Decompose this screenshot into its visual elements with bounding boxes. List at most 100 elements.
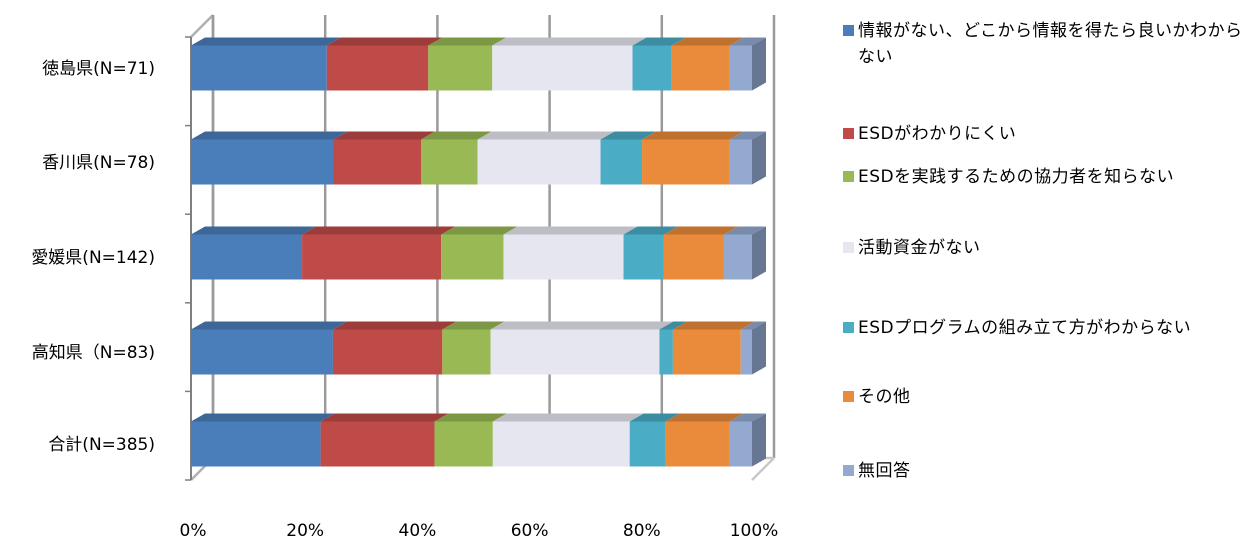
bar-segment (492, 421, 630, 467)
bar-segment-top (632, 37, 686, 46)
bar-end-face (752, 131, 766, 185)
bar-segment (191, 139, 334, 185)
bar-segment-top (629, 413, 680, 422)
legend-swatch (843, 465, 854, 476)
bar-segment-top (302, 226, 456, 235)
bar-segment-top (623, 226, 678, 235)
bar-segment-top (434, 413, 507, 422)
legend-swatch (843, 391, 854, 402)
bar-segment-top (729, 131, 766, 140)
x-tick-label: 0% (180, 521, 207, 541)
bar-segment-top (642, 131, 744, 140)
bar-segment-top (729, 37, 766, 46)
bar-segment (659, 329, 673, 375)
bar-segment (428, 45, 493, 91)
bar-segment (191, 234, 303, 280)
bar-segment (600, 139, 643, 185)
bar-segment (442, 329, 491, 375)
bar-segment-top (332, 321, 457, 330)
legend-swatch (843, 322, 854, 333)
bar-end-face (752, 37, 766, 91)
bar-segment-top (191, 321, 347, 330)
bar-segment (421, 139, 478, 185)
bar-segment-top (672, 321, 755, 330)
bar-segment (632, 45, 672, 91)
bar-end-face (752, 413, 766, 467)
category-label: 徳島県(N=71) (42, 59, 155, 79)
bar-segment (492, 45, 633, 91)
bar-segment (434, 421, 493, 467)
category-label: 合計(N=385) (48, 435, 155, 455)
legend-label: その他 (858, 387, 911, 407)
bar-segment (441, 234, 504, 280)
legend-item: 無回答 (843, 458, 1247, 484)
legend-item: 活動資金がない (843, 235, 1247, 261)
legend-label: 活動資金がない (858, 238, 981, 258)
percent-axis-labels: 0% 20% 40% 60% 80% 100% (180, 521, 779, 541)
legend-swatch (843, 128, 854, 139)
bars (191, 37, 766, 467)
bar-segment (191, 45, 327, 91)
bar-segment-top (492, 37, 647, 46)
bar-segment (623, 234, 664, 280)
bar-segment-top (740, 321, 766, 330)
bar-segment (191, 421, 321, 467)
bar-segment (333, 139, 422, 185)
bar-segment-top (428, 37, 507, 46)
legend-item: ESDプログラムの組み立て方がわからない (843, 315, 1247, 341)
bar-segment (191, 329, 333, 375)
legend-label: 無回答 (858, 461, 911, 481)
bar-segment (629, 421, 666, 467)
wall-top-edge (190, 14, 214, 38)
bar-segment-top (333, 131, 436, 140)
category-label: 高知県（N=83) (32, 343, 155, 363)
category-axis (185, 36, 191, 481)
legend-item: 情報がない、どこから情報を得たら良いかわからない (843, 18, 1247, 70)
bar-segment-top (490, 321, 674, 330)
bar-end-face (752, 321, 766, 375)
bar-segment-top (191, 413, 335, 422)
bar-segment (723, 234, 752, 280)
bar-segment-top (441, 226, 518, 235)
legend-swatch (843, 25, 854, 36)
bar-segment-top (421, 131, 492, 140)
bar-segment-top (191, 37, 341, 46)
bar-segment (729, 421, 752, 467)
floor-edge (751, 457, 775, 481)
bar-segment-top (191, 226, 317, 235)
x-tick-label: 60% (511, 521, 549, 541)
bar-segment-top (503, 226, 638, 235)
bar-segment-top (663, 226, 738, 235)
bar-segment-top (671, 37, 744, 46)
bar-segment (663, 234, 724, 280)
legend-swatch (843, 171, 854, 182)
legend-swatch (843, 242, 854, 253)
x-tick-label: 20% (286, 521, 324, 541)
category-label: 香川県(N=78) (42, 153, 155, 173)
legend-label: ESDがわかりにくい (858, 124, 1017, 144)
bar-segment (332, 329, 443, 375)
x-tick-label: 80% (623, 521, 661, 541)
bar-segment (729, 45, 752, 91)
bar-segment (477, 139, 601, 185)
bar-segment-top (442, 321, 505, 330)
bar-end-face (752, 226, 766, 280)
bar-segment-top (492, 413, 644, 422)
bar-segment (665, 421, 730, 467)
bar-segment-top (326, 37, 443, 46)
bar-segment (320, 421, 435, 467)
bar-segment-top (477, 131, 615, 140)
bar-segment-top (665, 413, 744, 422)
bar-segment (302, 234, 442, 280)
bar-segment (740, 329, 752, 375)
bar-segment (671, 45, 730, 91)
bar-segment (326, 45, 429, 91)
bar-segment-top (600, 131, 657, 140)
x-tick-label: 100% (730, 521, 779, 541)
category-labels: 徳島県(N=71) 香川県(N=78) 愛媛県(N=142) 高知県（N=83) 合計(… (31, 59, 155, 455)
category-label: 愛媛県(N=142) (31, 248, 155, 268)
bar-segment (490, 329, 660, 375)
bar-segment-top (723, 226, 766, 235)
bar-segment-top (659, 321, 687, 330)
